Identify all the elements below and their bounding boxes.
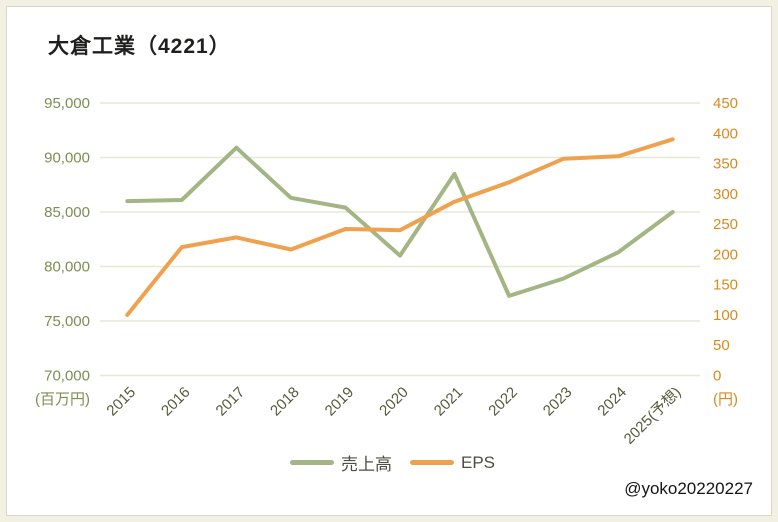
attribution-text: @yoko20220227: [624, 479, 753, 498]
x-axis-tick-label: 2019: [322, 384, 358, 420]
legend-label-sales: 売上高: [341, 455, 392, 474]
legend-label-eps: EPS: [461, 452, 496, 472]
right-axis-tick-label: 250: [713, 216, 738, 233]
left-axis-tick-label: 75,000: [44, 313, 90, 330]
right-axis-tick-label: 150: [713, 277, 738, 294]
x-axis-tick-label: 2025(予想): [621, 384, 685, 448]
page-title: 大倉工業（4221）: [48, 35, 231, 58]
right-axis-tick-label: 450: [713, 95, 738, 112]
left-axis-tick-label: 90,000: [44, 150, 90, 167]
left-axis-tick-label: 70,000: [44, 368, 90, 385]
chart-legend: 売上高 EPS: [290, 450, 495, 475]
x-axis-tick-label: 2022: [485, 384, 521, 420]
x-axis-tick-label: 2018: [267, 384, 303, 420]
left-axis-tick-label: 95,000: [44, 95, 90, 112]
right-axis-tick-label: 300: [713, 186, 738, 203]
x-axis-tick-label: 2015: [103, 384, 139, 420]
x-axis-tick-label: 2017: [213, 384, 249, 420]
left-axis-tick-label: 80,000: [44, 259, 90, 276]
legend-item-eps: EPS: [410, 453, 495, 473]
x-axis-tick-label: 2020: [376, 384, 412, 420]
right-axis-tick-label: 50: [713, 337, 730, 354]
right-axis-tick-label: 200: [713, 246, 738, 263]
right-axis-tick-label: 400: [713, 125, 738, 142]
sales-line-swatch-icon: [290, 460, 334, 465]
x-axis-tick-label: 2021: [431, 384, 467, 420]
x-axis-tick-label: 2024: [594, 384, 630, 420]
right-axis-tick-label: 100: [713, 307, 738, 324]
x-axis-tick-label: 2023: [540, 384, 576, 420]
right-axis-tick-label: 350: [713, 156, 738, 173]
right-axis-tick-label: 0: [713, 368, 721, 385]
right-axis-unit-label: (円): [713, 391, 738, 408]
series-line-sales: [125, 145, 675, 298]
eps-line-swatch-icon: [410, 460, 454, 465]
left-axis-unit-label: (百万円): [35, 391, 90, 408]
chart-frame: [6, 6, 772, 516]
legend-item-sales: 売上高: [290, 450, 392, 475]
x-axis-tick-label: 2016: [158, 384, 194, 420]
series-line-eps: [125, 137, 675, 317]
left-axis-tick-label: 85,000: [44, 204, 90, 221]
